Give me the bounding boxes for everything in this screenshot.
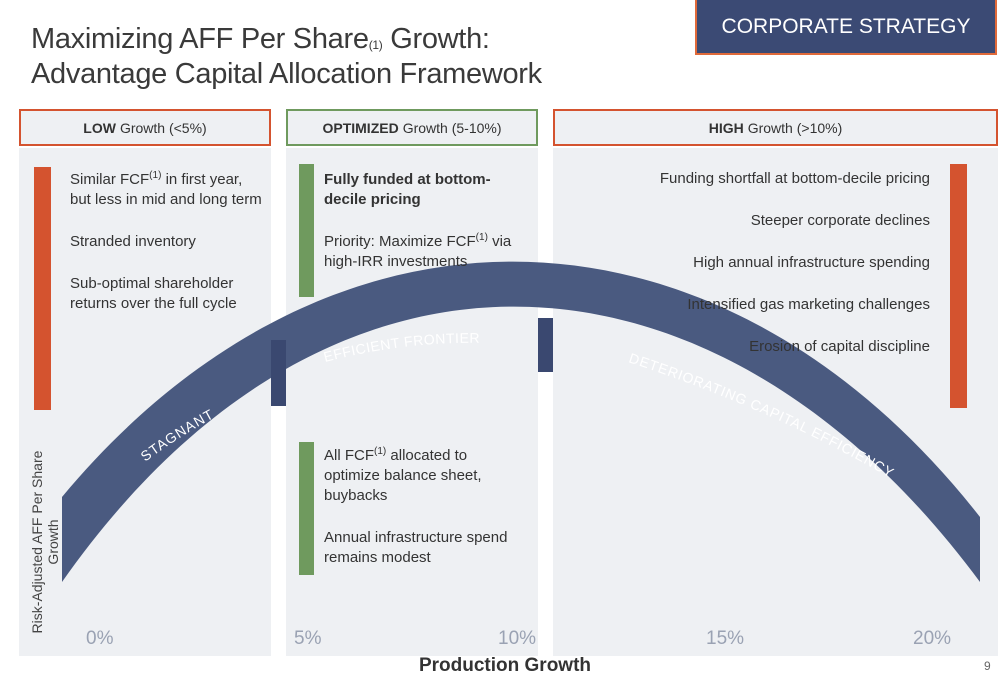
title-line-2: Advantage Capital Allocation Framework [31, 58, 542, 90]
high-item-5: Erosion of capital discipline [749, 338, 930, 355]
x-tick-20: 20% [913, 628, 952, 649]
optimized-top-items: Fully funded at bottom-decile pricing Pr… [324, 170, 524, 294]
x-tick-15: 15% [706, 628, 745, 649]
optimized-item-4: Annual infrastructure spend remains mode… [324, 529, 508, 566]
optimized-header-rest: Growth (5-10%) [402, 119, 502, 136]
arc-band [62, 261, 980, 582]
optimized-item-3: All FCF(1) allocated to optimize balance… [324, 446, 482, 504]
low-header-rest: Growth (<5%) [119, 119, 207, 136]
optimized-top-accent-bar [299, 164, 314, 297]
high-column [553, 148, 998, 656]
corporate-strategy-badge: CORPORATE STRATEGY [695, 0, 997, 55]
optimized-bottom-items: All FCF(1) allocated to optimize balance… [324, 446, 524, 590]
low-item-1: Similar FCF(1) in first year, but less i… [70, 170, 262, 208]
high-item-2: Steeper corporate declines [750, 212, 930, 229]
x-tick-0: 0% [86, 628, 114, 649]
optimized-header-bold: OPTIMIZED [322, 119, 399, 136]
high-item-3: High annual infrastructure spending [693, 254, 930, 271]
high-header-bold: HIGH [708, 119, 744, 136]
y-axis-label: Risk-Adjusted AFF Per Share Growth [29, 450, 61, 634]
title-text-b: Growth: [382, 23, 490, 55]
low-items: Similar FCF(1) in first year, but less i… [70, 170, 265, 336]
page-title: Maximizing AFF Per Share(1) Growth: Adva… [31, 22, 671, 92]
low-header-bold: LOW [83, 119, 116, 136]
optimized-growth-header: OPTIMIZED Growth (5-10%) [286, 109, 538, 146]
optimized-bottom-accent-bar [299, 442, 314, 575]
low-item-3: Sub-optimal shareholder returns over the… [70, 275, 237, 312]
arc-boundary-10 [538, 318, 553, 372]
page-number: 9 [984, 659, 991, 673]
high-items: Funding shortfall at bottom-decile prici… [600, 169, 930, 379]
low-growth-header: LOW Growth (<5%) [19, 109, 271, 146]
optimized-column [286, 148, 538, 656]
x-tick-5: 5% [294, 628, 322, 649]
low-item-2: Stranded inventory [70, 233, 196, 250]
optimized-item-2: Priority: Maximize FCF(1) via high-IRR i… [324, 232, 512, 270]
title-footnote: (1) [368, 38, 383, 52]
high-header-rest: Growth (>10%) [747, 119, 843, 136]
high-item-4: Intensified gas marketing challenges [687, 296, 930, 313]
low-accent-bar [34, 167, 51, 410]
high-growth-header: HIGH Growth (>10%) [553, 109, 998, 146]
x-axis-label: Production Growth [418, 655, 592, 676]
high-item-1: Funding shortfall at bottom-decile prici… [659, 170, 930, 187]
x-tick-10: 10% [498, 628, 537, 649]
high-accent-bar [950, 164, 967, 408]
arc-boundary-5 [271, 340, 286, 406]
optimized-item-1: Fully funded at bottom-decile pricing [324, 171, 491, 208]
title-line-1: Maximizing AFF Per Share(1) Growth: [31, 22, 671, 57]
title-text-a: Maximizing AFF Per Share [31, 23, 369, 55]
